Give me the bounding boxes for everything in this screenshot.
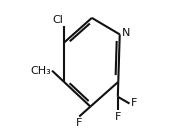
Text: Cl: Cl [52,15,63,25]
Text: N: N [122,28,130,38]
Text: F: F [131,98,137,108]
Text: CH₃: CH₃ [30,66,51,76]
Text: F: F [115,112,121,122]
Text: F: F [76,118,82,128]
